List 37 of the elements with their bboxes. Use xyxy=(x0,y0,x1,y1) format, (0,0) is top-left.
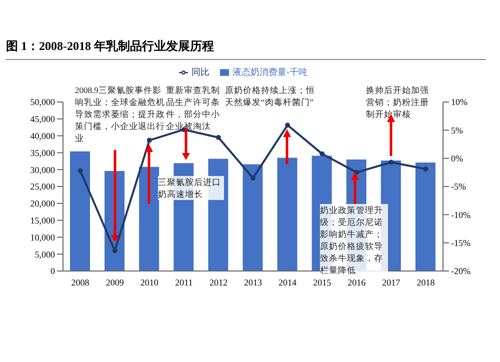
y-tick-label: 10,000 xyxy=(30,232,56,242)
annotation: 三聚氰胺后进口奶高速增长 xyxy=(158,176,224,200)
y-tick-label: 50,000 xyxy=(30,97,56,108)
x-tick-label: 2013 xyxy=(244,277,262,288)
y-tick-label: 45,000 xyxy=(30,114,56,124)
y-tick-label: 15,000 xyxy=(30,215,56,226)
x-tick-label: 2014 xyxy=(278,277,298,288)
y2-tick-label: 10% xyxy=(451,97,468,108)
x-tick-label: 2011 xyxy=(175,277,193,288)
y-tick-label: 40,000 xyxy=(30,130,56,141)
x-tick-label: 2015 xyxy=(313,277,332,288)
x-tick-label: 2008 xyxy=(71,277,90,288)
y2-tick-label: 5% xyxy=(451,125,464,136)
annotation: 奶业政策管理升级；受厄尔尼诺影响奶牛减产；原奶价格疲软导致杀牛现象，存栏量降低 xyxy=(320,204,388,276)
y-tick-label: 30,000 xyxy=(30,164,56,175)
annotation: 原奶价格持续上涨；恒天然爆发“肉毒杆菌门” xyxy=(225,84,316,108)
annotation: 重新审查乳制品生产许可条件，部分中小企业被淘汰 xyxy=(166,85,220,131)
x-tick-label: 2010 xyxy=(140,277,159,288)
y-tick-label: 20,000 xyxy=(30,198,56,209)
legend-label: 液态奶消费量-千吨 xyxy=(232,67,308,77)
legend-label: 同比 xyxy=(192,67,210,77)
x-tick-label: 2016 xyxy=(348,277,366,288)
y2-tick-label: -5% xyxy=(451,182,466,192)
x-tick-label: 2017 xyxy=(382,277,401,288)
y-tick-label: 35,000 xyxy=(30,148,56,158)
x-tick-label: 2009 xyxy=(106,277,124,288)
y2-tick-label: 0% xyxy=(451,154,464,164)
chart-title: 图 1：2008-2018 年乳制品行业发展历程 xyxy=(6,38,486,60)
annotation: 2008.9三聚氰胺事件影响乳业；全球金融危机导致需求萎缩；提升政策门槛，小企业退出行业 xyxy=(75,84,165,144)
x-tick-label: 2012 xyxy=(209,277,228,288)
y2-tick-label: -20% xyxy=(451,266,471,276)
x-tick-label: 2018 xyxy=(416,277,436,288)
y-tick-label: 5,000 xyxy=(34,249,56,260)
y-tick-label: 25,000 xyxy=(30,182,56,192)
y2-tick-label: -15% xyxy=(451,238,471,248)
y-tick-label: 0 xyxy=(50,266,56,276)
y2-tick-label: -10% xyxy=(451,210,471,220)
